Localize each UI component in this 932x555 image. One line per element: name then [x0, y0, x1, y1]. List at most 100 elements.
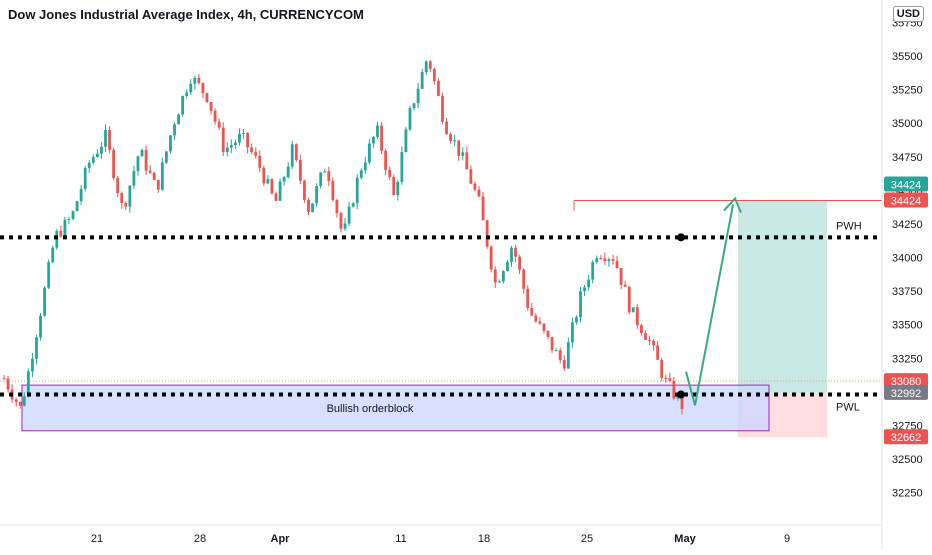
candle-body	[262, 167, 266, 184]
candle-body	[87, 162, 91, 169]
candle-body	[128, 185, 132, 207]
candle-body	[562, 360, 566, 369]
price-badge-label: 32662	[891, 432, 922, 444]
candle-body	[234, 142, 237, 146]
candle-body	[428, 61, 432, 69]
candle-body	[91, 156, 95, 163]
candle-body	[294, 144, 298, 160]
candle-body	[355, 177, 359, 204]
time-tick-label: Apr	[271, 533, 291, 545]
price-axis: 3225032500327503300033250335003375034000…	[881, 0, 932, 550]
candle-body	[538, 321, 542, 324]
candle-body	[181, 95, 185, 115]
candle-body	[319, 172, 323, 187]
candle-body	[43, 287, 46, 316]
candle-body	[441, 95, 444, 122]
candle-body	[229, 145, 233, 148]
candle-body	[477, 189, 481, 197]
candle-body	[603, 258, 607, 262]
pwl-label: PWL	[836, 402, 860, 414]
candle-body	[640, 325, 643, 334]
candle-body	[408, 108, 412, 130]
candle-body	[347, 206, 351, 224]
candle-body	[485, 220, 489, 247]
candle-body	[35, 337, 38, 359]
candle-body	[193, 77, 197, 84]
candle-body	[274, 193, 278, 201]
candle-body	[339, 213, 343, 229]
candle-body	[652, 340, 655, 346]
candle-body	[148, 170, 152, 173]
candle-body	[6, 378, 10, 390]
time-tick-label: 18	[478, 533, 490, 545]
time-tick-label: 21	[91, 533, 103, 545]
candle-body	[644, 333, 647, 340]
time-tick-label: 9	[784, 533, 790, 545]
candle-body	[213, 110, 217, 122]
candle-body	[116, 178, 120, 194]
candle-body	[169, 135, 172, 152]
candle-body	[591, 262, 595, 280]
candle-body	[331, 180, 335, 201]
price-badge-label: 32992	[891, 388, 922, 400]
candle-body	[108, 130, 111, 150]
price-tick-label: 33250	[892, 353, 923, 365]
candle-body	[615, 260, 619, 269]
candle-body	[587, 279, 591, 288]
candle-body	[575, 317, 578, 323]
candle-body	[238, 133, 241, 143]
price-badge-label: 34424	[891, 180, 922, 192]
candle-body	[225, 147, 229, 153]
candle-body	[156, 179, 160, 190]
candle-body	[623, 284, 627, 287]
candle-body	[250, 147, 254, 153]
candle-body	[611, 259, 615, 261]
price-tick-label: 32250	[892, 488, 923, 500]
price-tick-label: 32500	[892, 454, 923, 466]
candle-body	[497, 281, 501, 283]
currency-button[interactable]: USD	[892, 6, 924, 22]
candle-body	[481, 196, 485, 221]
price-badge-bg	[884, 429, 928, 445]
candle-body	[242, 132, 245, 134]
candle-body	[522, 269, 526, 289]
candle-body	[258, 155, 262, 168]
candle-body	[506, 261, 509, 272]
candle-body	[583, 287, 586, 292]
candle-body	[660, 359, 664, 379]
candle-body	[140, 149, 144, 157]
candle-body	[2, 378, 6, 380]
candle-body	[83, 168, 87, 189]
candle-body	[217, 121, 221, 128]
price-tick-label: 35500	[892, 51, 923, 63]
candle-body	[420, 72, 424, 89]
candle-body	[514, 247, 517, 257]
price-badge-bg	[884, 384, 928, 400]
price-badge-bg	[884, 192, 928, 208]
price-badge: 32992	[884, 384, 928, 400]
candle-body	[335, 200, 339, 214]
candle-body	[570, 322, 574, 343]
candle-body	[461, 152, 465, 156]
candle-body	[59, 231, 63, 237]
candles-layer	[2, 59, 684, 415]
candle-body	[437, 81, 440, 96]
candle-body	[400, 151, 404, 182]
price-tick-label: 34000	[892, 253, 923, 265]
price-badge-bg	[884, 373, 928, 389]
candle-body	[112, 149, 116, 179]
candle-body	[518, 256, 522, 270]
candle-body	[71, 211, 75, 220]
candle-body	[668, 378, 672, 381]
pwh-label: PWH	[836, 220, 862, 232]
orderblock-label: Bullish orderblock	[327, 403, 414, 415]
price-axis-bg	[882, 0, 932, 550]
time-tick-label: 11	[395, 533, 406, 545]
candle-body	[384, 150, 388, 171]
candle-body	[664, 378, 668, 380]
candle-body	[380, 125, 383, 151]
candle-body	[26, 371, 30, 397]
price-badge-label: 34424	[891, 196, 922, 208]
